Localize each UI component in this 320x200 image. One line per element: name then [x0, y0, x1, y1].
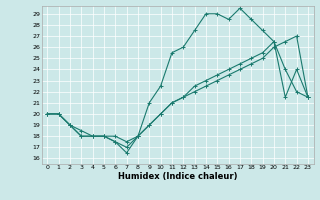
- X-axis label: Humidex (Indice chaleur): Humidex (Indice chaleur): [118, 172, 237, 181]
